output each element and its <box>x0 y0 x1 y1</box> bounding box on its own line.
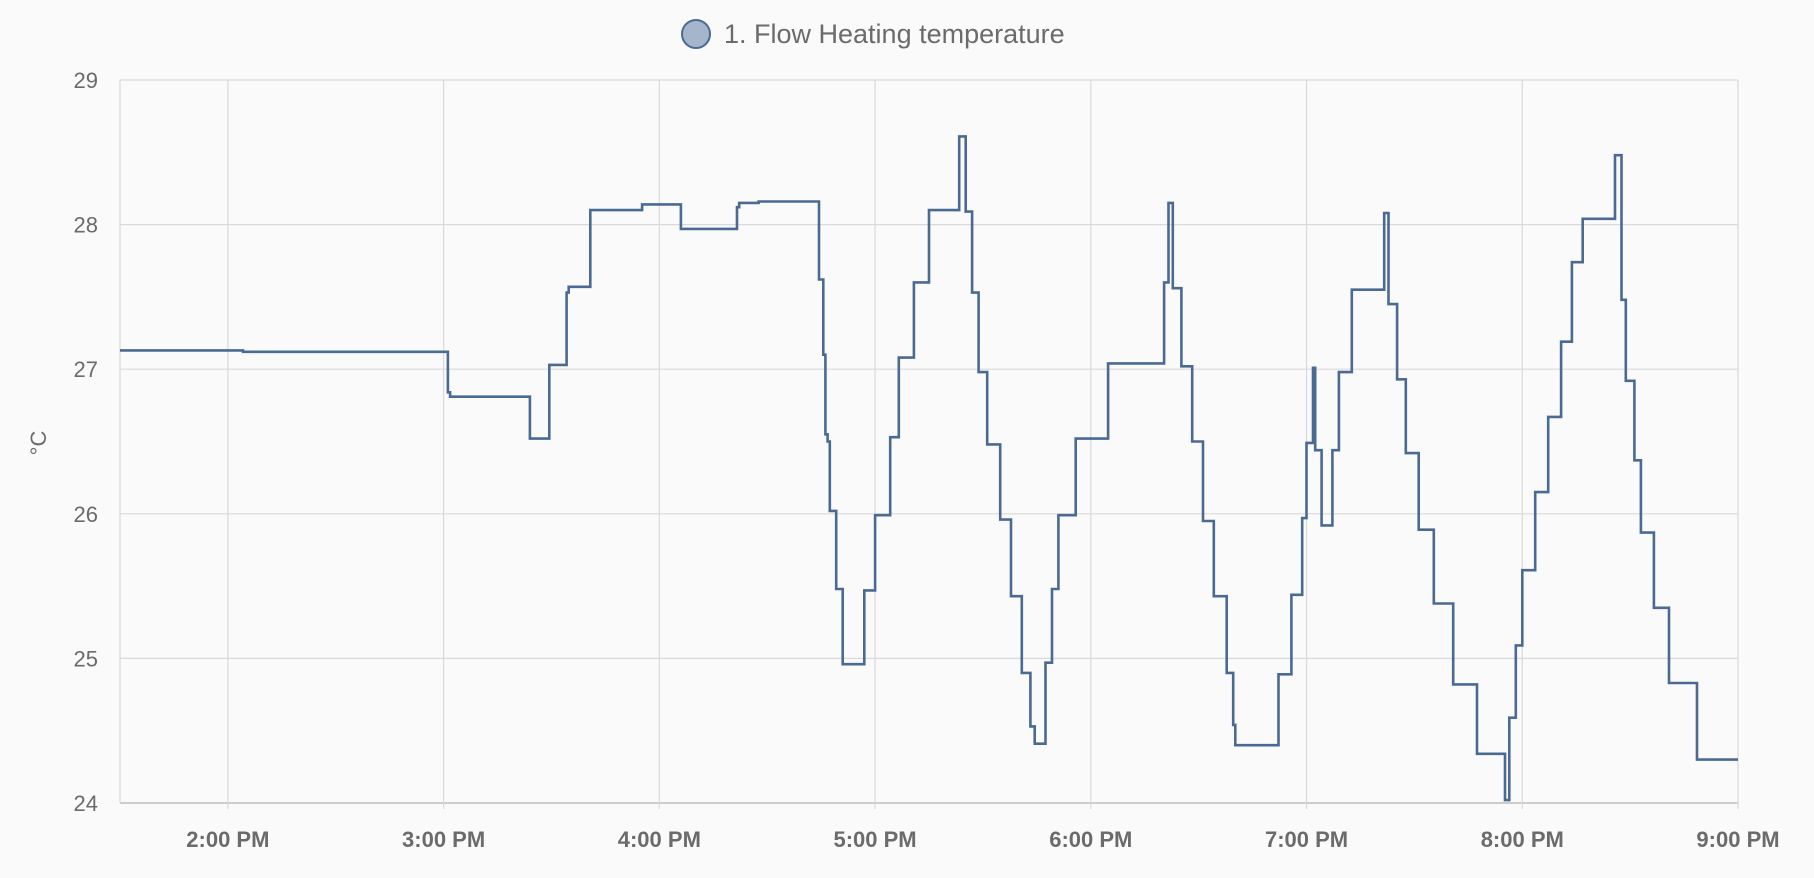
series-layer <box>120 135 1738 802</box>
series-line-0[interactable] <box>120 135 1738 802</box>
y-tick-label: 29 <box>74 68 98 93</box>
grid <box>119 79 1739 809</box>
x-tick-label: 2:00 PM <box>186 827 269 852</box>
x-tick-label: 3:00 PM <box>402 827 485 852</box>
y-axis-ticks: 24 25 26 27 28 29 <box>74 68 98 816</box>
y-tick-label: 24 <box>74 791 98 816</box>
x-tick-label: 8:00 PM <box>1481 827 1564 852</box>
legend[interactable]: 1. Flow Heating temperature <box>681 19 1065 49</box>
y-tick-label: 26 <box>74 502 98 527</box>
y-tick-label: 28 <box>74 213 98 238</box>
x-tick-label: 7:00 PM <box>1265 827 1348 852</box>
y-tick-label: 25 <box>74 646 98 671</box>
x-axis-ticks: 2:00 PM 3:00 PM 4:00 PM 5:00 PM 6:00 PM 7:00 … <box>186 827 1779 852</box>
y-tick-label: 27 <box>74 357 98 382</box>
y-axis-title: °C <box>26 431 51 456</box>
x-tick-label: 6:00 PM <box>1049 827 1132 852</box>
legend-swatch[interactable] <box>681 19 711 49</box>
x-tick-label: 5:00 PM <box>833 827 916 852</box>
legend-label[interactable]: 1. Flow Heating temperature <box>724 19 1065 49</box>
x-tick-label: 4:00 PM <box>618 827 701 852</box>
x-tick-label: 9:00 PM <box>1696 827 1779 852</box>
